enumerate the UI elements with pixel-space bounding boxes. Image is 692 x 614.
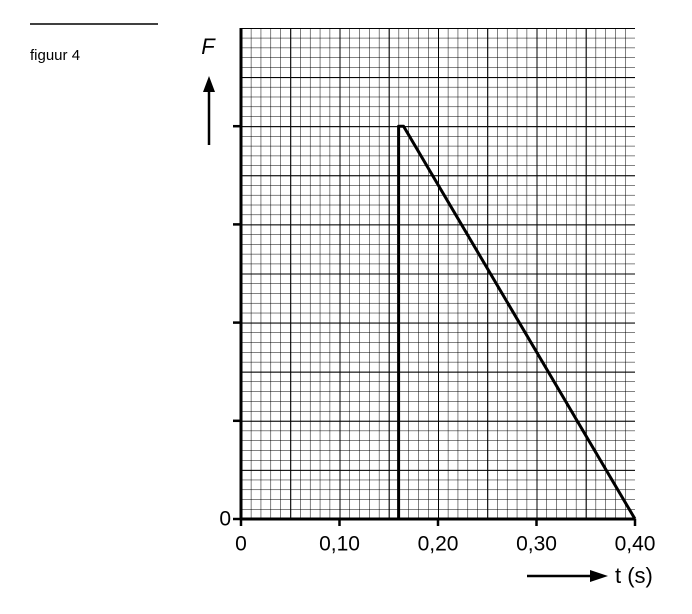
x-tick-label: 0,10 bbox=[319, 533, 360, 556]
x-tick-label: 0,30 bbox=[516, 533, 557, 556]
x-arrow-head bbox=[590, 570, 608, 582]
x-tick-label: 0,40 bbox=[615, 533, 656, 556]
plot-area bbox=[241, 28, 635, 519]
caption: figuur 4 bbox=[30, 47, 80, 64]
x-tick-label: 0 bbox=[235, 533, 247, 556]
major-grid bbox=[241, 28, 635, 519]
x-tick-label: 0,20 bbox=[418, 533, 459, 556]
y-arrow-head bbox=[203, 76, 215, 92]
y-tick-label: 0 bbox=[219, 508, 231, 531]
y-axis-label: F bbox=[201, 34, 216, 59]
x-axis-label: t (s) bbox=[615, 563, 653, 588]
data-line bbox=[241, 124, 637, 521]
